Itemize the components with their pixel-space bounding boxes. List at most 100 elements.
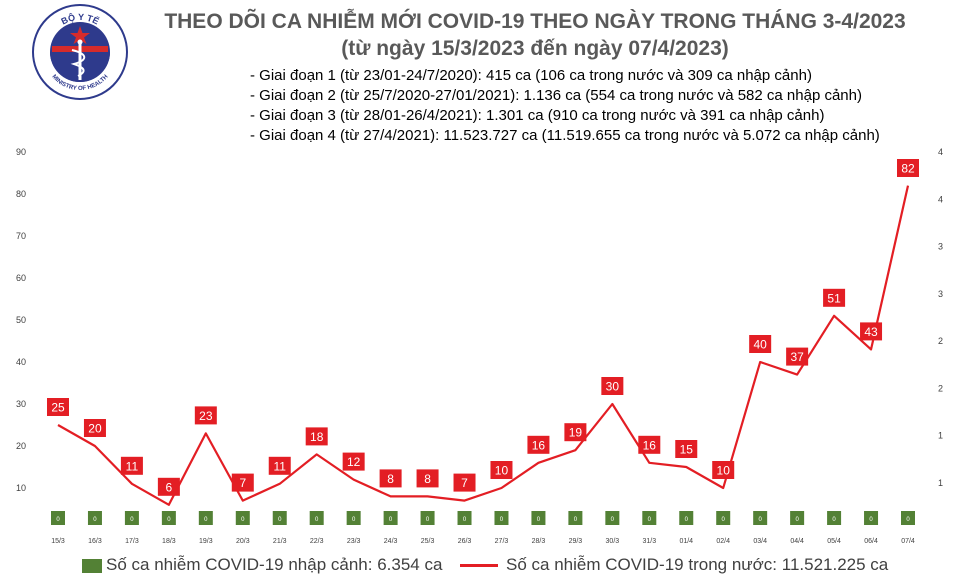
bar-imported (568, 511, 583, 525)
bar-imported (51, 511, 65, 525)
data-label: 10 (717, 464, 731, 478)
data-label-bg (823, 288, 846, 307)
data-label: 23 (199, 409, 213, 423)
bar-value-label: 0 (906, 517, 910, 523)
bar-imported (827, 511, 842, 525)
data-label: 8 (424, 472, 431, 486)
data-label-bg (490, 461, 513, 479)
bar-value-label: 0 (685, 517, 689, 523)
bar-imported (494, 511, 509, 525)
y-tick-label-left: 30 (16, 399, 26, 409)
phase-line: - Giai đoạn 4 (từ 27/4/2021): 11.523.727… (250, 127, 880, 144)
x-tick-label: 31/3 (642, 538, 656, 545)
data-label-bg (860, 322, 883, 341)
ministry-logo: BỘ Y TẾ MINISTRY OF HEALTH (30, 2, 130, 102)
bar-imported (679, 511, 694, 525)
data-label: 8 (387, 472, 394, 486)
x-tick-label: 23/3 (347, 538, 361, 545)
x-tick-label: 25/3 (421, 538, 435, 545)
bar-value-label: 0 (167, 517, 171, 523)
data-label: 11 (274, 459, 287, 473)
data-label: 40 (753, 338, 767, 352)
series-line-domestic (57, 185, 910, 506)
bar-value-label: 0 (315, 517, 319, 523)
bar-value-label: 0 (869, 517, 873, 523)
bar-value-label: 0 (611, 517, 615, 523)
data-label-bg (194, 406, 217, 425)
data-label: 43 (864, 325, 878, 339)
bar-value-label: 0 (500, 517, 504, 523)
data-label-bg (379, 469, 402, 488)
data-label-bg (83, 419, 106, 437)
data-label-bg (47, 398, 69, 416)
legend-item-domestic: Số ca nhiễm COVID-19 trong nước: 11.521.… (460, 555, 888, 575)
bar-value-label: 0 (56, 517, 60, 523)
bar-imported (235, 511, 250, 525)
bar-imported (790, 511, 805, 525)
phase-summary: - Giai đoạn 1 (từ 23/01-24/7/2020): 415 … (250, 66, 880, 146)
data-label: 11 (126, 459, 139, 473)
data-label: 12 (347, 455, 361, 469)
x-tick-label: 22/3 (310, 538, 324, 545)
x-tick-label: 01/4 (679, 538, 693, 545)
x-tick-label: 19/3 (199, 538, 213, 545)
bar-imported (753, 511, 768, 525)
x-tick-label: 15/3 (51, 538, 65, 545)
x-tick-label: 20/3 (236, 538, 250, 545)
data-label: 37 (790, 350, 804, 364)
data-label-bg (638, 435, 661, 454)
bar-value-label: 0 (648, 517, 652, 523)
y-tick-label-left: 90 (16, 147, 26, 157)
x-tick-label: 06/4 (864, 538, 878, 545)
data-label-bg (120, 456, 143, 475)
bar-imported (272, 511, 287, 525)
bar-imported (124, 511, 139, 525)
svg-text:BỘ Y TẾ: BỘ Y TẾ (59, 11, 100, 26)
legend-swatch-bar (82, 558, 102, 573)
data-label-bg (305, 427, 328, 446)
legend-swatch-line (460, 564, 498, 568)
data-label-bg (675, 440, 698, 458)
bar-imported (642, 511, 657, 525)
y-tick-label-left: 50 (16, 315, 26, 325)
x-tick-label: 07/4 (901, 538, 915, 545)
data-label-bg (786, 347, 809, 366)
x-tick-label: 04/4 (790, 538, 804, 545)
bar-value-label: 0 (204, 517, 208, 523)
x-tick-label: 18/3 (162, 538, 176, 545)
bar-imported (309, 511, 324, 525)
y-tick-label-right: 3 (938, 242, 943, 252)
bar-imported (864, 511, 879, 525)
bar-value-label: 0 (722, 517, 726, 523)
bar-imported (716, 511, 731, 525)
x-tick-label: 26/3 (458, 538, 472, 545)
x-tick-label: 30/3 (606, 538, 620, 545)
bar-imported (346, 511, 361, 525)
bar-imported (531, 511, 546, 525)
bar-imported (198, 511, 213, 525)
data-label-bg (527, 435, 550, 454)
data-label-bg (601, 377, 624, 395)
y-tick-label-left: 60 (16, 273, 26, 283)
data-label-bg (453, 473, 476, 492)
data-label-bg (712, 461, 735, 479)
y-tick-label-right: 4 (938, 194, 943, 204)
x-tick-label: 17/3 (125, 538, 139, 545)
data-label: 18 (310, 430, 324, 444)
bar-imported (87, 511, 102, 525)
bar-value-label: 0 (537, 517, 541, 523)
data-label: 6 (166, 480, 173, 494)
x-tick-label: 27/3 (495, 538, 509, 545)
data-label-bg (231, 473, 254, 492)
legend-label-imported: Số ca nhiễm COVID-19 nhập cảnh: 6.354 ca (106, 555, 443, 574)
y-tick-label-right: 3 (938, 289, 943, 299)
y-tick-label-right: 2 (938, 336, 943, 346)
data-label-bg (897, 159, 919, 177)
logo-top-text: BỘ Y TẾ (59, 11, 100, 26)
bar-imported (457, 511, 472, 525)
data-label: 20 (88, 422, 102, 436)
bar-value-label: 0 (278, 517, 282, 523)
data-label: 10 (495, 464, 509, 478)
data-label-bg (157, 477, 180, 496)
